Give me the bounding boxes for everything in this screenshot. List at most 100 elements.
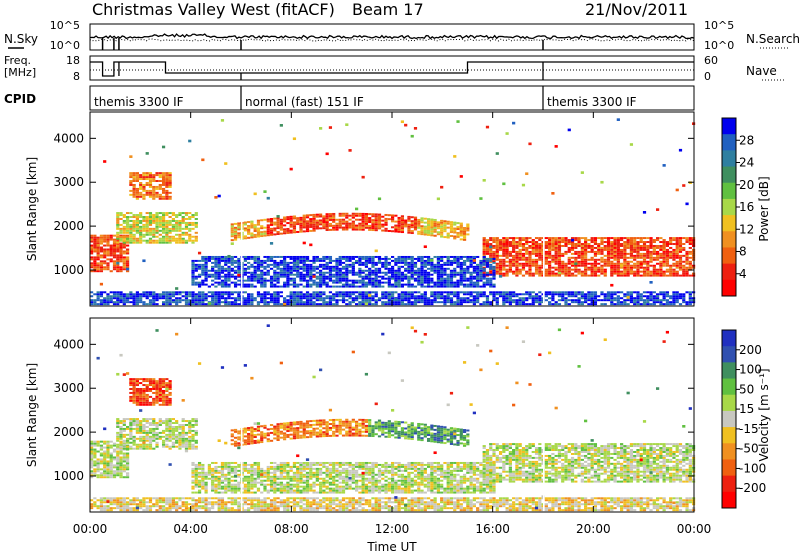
heatmap-cell — [426, 261, 431, 264]
heatmap-cell — [548, 262, 552, 265]
heatmap-cell — [250, 255, 254, 258]
heatmap-cell — [338, 255, 342, 258]
heatmap-cell — [620, 303, 624, 306]
heatmap-cell — [224, 291, 228, 294]
heatmap-cell — [528, 268, 532, 271]
heatmap-cell — [384, 259, 388, 262]
heatmap-cell — [90, 301, 94, 304]
heatmap-cell — [168, 219, 172, 222]
heatmap-cell — [171, 217, 175, 220]
heatmap-cell — [466, 225, 470, 228]
heatmap-cell — [207, 269, 211, 272]
heatmap-cell — [525, 293, 529, 296]
heatmap-cell — [230, 229, 234, 232]
heatmap-cell — [93, 234, 97, 237]
heatmap-cell — [584, 239, 588, 242]
heatmap-cell — [112, 501, 117, 504]
heatmap-cell — [109, 476, 113, 479]
heatmap-cell — [580, 264, 584, 267]
heatmap-cell — [368, 275, 372, 278]
heatmap-cell — [449, 255, 454, 258]
heatmap-cell — [148, 497, 153, 500]
heatmap-cell — [462, 267, 467, 270]
heatmap-cell — [642, 241, 647, 244]
heatmap-cell — [423, 273, 427, 276]
heatmap-cell — [462, 301, 467, 304]
heatmap-cell — [112, 456, 117, 459]
heatmap-cell — [479, 263, 483, 266]
heatmap-cell — [161, 293, 166, 296]
heatmap-cell — [132, 189, 136, 192]
heatmap-cell — [253, 297, 257, 300]
heatmap-cell — [129, 219, 133, 222]
heatmap-cell — [649, 258, 653, 261]
heatmap-cell — [423, 227, 427, 230]
heatmap-cell — [688, 264, 692, 267]
heatmap-cell — [649, 246, 653, 249]
heatmap-cell — [322, 291, 326, 294]
heatmap-cell — [90, 270, 94, 273]
heatmap-cell — [672, 262, 676, 265]
heatmap-cell — [495, 262, 499, 265]
heatmap-cell — [678, 262, 683, 265]
heatmap-cell — [443, 224, 447, 227]
heatmap-cell — [459, 303, 463, 306]
heatmap-cell — [112, 252, 117, 255]
heatmap-cell — [119, 448, 123, 451]
heatmap-cell — [279, 255, 283, 258]
heatmap-cell — [534, 299, 539, 302]
heatmap-cell — [220, 119, 225, 122]
heatmap-cell — [538, 268, 542, 271]
heatmap-cell — [485, 125, 490, 129]
heatmap-cell — [489, 237, 493, 240]
heatmap-cell — [220, 293, 225, 296]
heatmap-cell — [616, 252, 620, 255]
heatmap-cell — [348, 295, 352, 298]
heatmap-cell — [152, 217, 156, 220]
heatmap-cell — [662, 299, 666, 302]
heatmap-cell — [688, 256, 692, 259]
heatmap-cell — [283, 271, 287, 274]
heatmap-cell — [361, 299, 365, 302]
heatmap-cell — [103, 297, 107, 300]
heatmap-cell — [165, 219, 169, 222]
heatmap-cell — [165, 172, 169, 175]
heatmap-cell — [345, 273, 349, 276]
heatmap-cell — [482, 244, 486, 247]
heatmap-cell — [636, 270, 640, 273]
heatmap-cell — [587, 299, 591, 302]
heatmap-cell — [139, 293, 143, 296]
heatmap-cell — [528, 252, 532, 255]
heatmap-cell — [662, 246, 666, 249]
heatmap-cell — [564, 262, 568, 265]
heatmap-cell — [420, 227, 424, 230]
heatmap-cell — [260, 275, 264, 278]
heatmap-cell — [610, 252, 614, 255]
heatmap-cell — [675, 188, 679, 192]
heatmap-cell — [538, 258, 542, 261]
heatmap-cell — [597, 258, 601, 261]
heatmap-cell — [616, 246, 620, 249]
heatmap-cell — [125, 223, 130, 226]
heatmap-cell — [557, 271, 562, 275]
heatmap-cell — [417, 232, 421, 235]
heatmap-cell — [302, 295, 306, 298]
heatmap-cell — [204, 295, 208, 298]
heatmap-cell — [217, 293, 221, 296]
heatmap-cell — [410, 265, 414, 268]
heatmap-cell — [142, 420, 146, 423]
heatmap-cell — [521, 266, 526, 269]
heatmap-cell — [289, 283, 293, 286]
heatmap-cell — [99, 472, 104, 475]
heatmap-cell — [148, 395, 153, 398]
heatmap-cell — [230, 267, 234, 270]
heatmap-cell — [430, 263, 434, 266]
heatmap-cell — [116, 297, 120, 300]
heatmap-cell — [224, 261, 228, 264]
heatmap-cell — [165, 301, 169, 304]
heatmap-cell — [662, 244, 666, 247]
heatmap-cell — [112, 476, 117, 479]
heatmap-cell — [289, 229, 293, 232]
heatmap-cell — [230, 255, 234, 258]
heatmap-cell — [237, 279, 241, 282]
